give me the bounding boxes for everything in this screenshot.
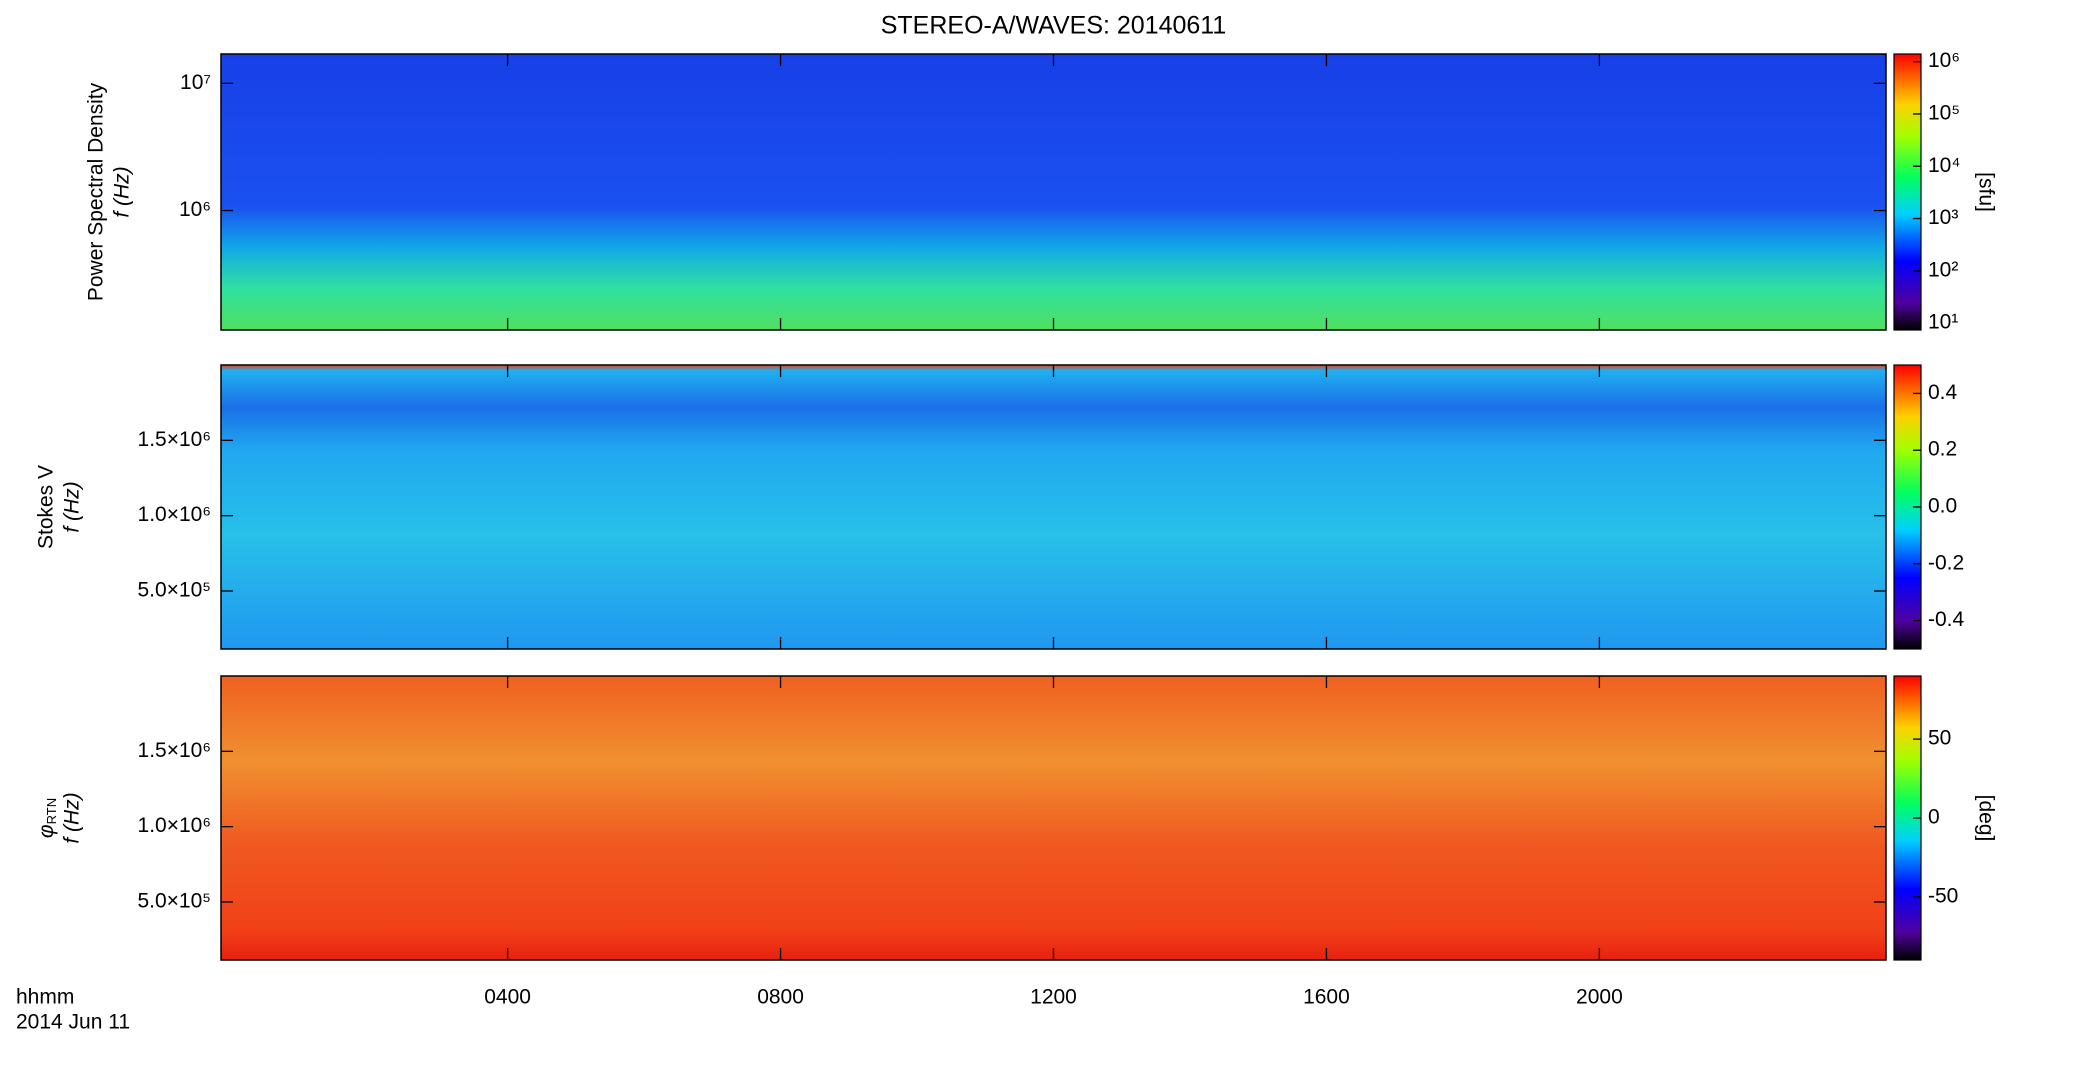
y-axis-label: Power Spectral Density [85, 82, 108, 301]
y-tick-label: 1.5×10⁶ [138, 428, 211, 451]
x-tick-label: 2000 [1576, 986, 1623, 1009]
colorbar-tick-label: 0.4 [1928, 381, 1958, 404]
colorbar-tick-label: 0.2 [1928, 438, 1957, 461]
colorbar-tick-label: 50 [1928, 727, 1951, 750]
x-axis-label: hhmm [16, 986, 74, 1009]
x-axis-label: 2014 Jun 11 [16, 1011, 130, 1034]
y-tick-label: 1.5×10⁶ [138, 739, 211, 762]
x-tick-label: 0400 [484, 986, 531, 1009]
colorbar [1893, 53, 1922, 331]
colorbar-tick-label: 0.0 [1928, 495, 1957, 518]
y-tick-label: 5.0×10⁵ [137, 890, 211, 913]
colorbar-tick-label: 10⁶ [1928, 49, 1960, 72]
colorbar-tick-label: 10¹ [1928, 311, 1958, 334]
y-axis-label: Stokes V [35, 465, 58, 549]
y-axis-label: φRTN [35, 798, 60, 838]
colorbar-label: [sfu] [1974, 172, 1997, 212]
colorbar-tick-label: 10³ [1928, 206, 1958, 229]
y-axis-label: f (Hz) [61, 792, 84, 843]
x-tick-label: 1600 [1303, 986, 1350, 1009]
y-tick-label: 10⁷ [180, 71, 211, 94]
colorbar-tick-label: 10⁵ [1928, 101, 1960, 124]
colorbar-label: [deg] [1974, 795, 1997, 842]
colorbar-tick-label: 10⁴ [1928, 154, 1960, 177]
y-axis-label: f (Hz) [111, 166, 134, 217]
y-tick-label: 10⁶ [179, 198, 211, 221]
spectrogram [221, 365, 1886, 649]
x-tick-label: 0800 [757, 986, 804, 1009]
colorbar-tick-label: -0.4 [1928, 608, 1965, 631]
y-tick-label: 5.0×10⁵ [137, 579, 211, 602]
y-axis-label: f (Hz) [61, 481, 84, 532]
chart-title: STEREO-A/WAVES: 20140611 [881, 12, 1227, 40]
colorbar-tick-label: -0.2 [1928, 551, 1964, 574]
x-tick-label: 1200 [1030, 986, 1077, 1009]
y-tick-label: 1.0×10⁶ [138, 814, 211, 837]
y-axis-label-symbol: φ [35, 824, 58, 838]
colorbar-tick-label: 0 [1928, 806, 1940, 829]
spectrogram [221, 676, 1886, 960]
spectrogram [221, 54, 1886, 330]
colorbar-tick-label: -50 [1928, 884, 1958, 907]
y-tick-label: 1.0×10⁶ [138, 503, 211, 526]
y-axis-label-subscript: RTN [44, 798, 59, 824]
colorbar-tick-label: 10² [1928, 258, 1958, 281]
